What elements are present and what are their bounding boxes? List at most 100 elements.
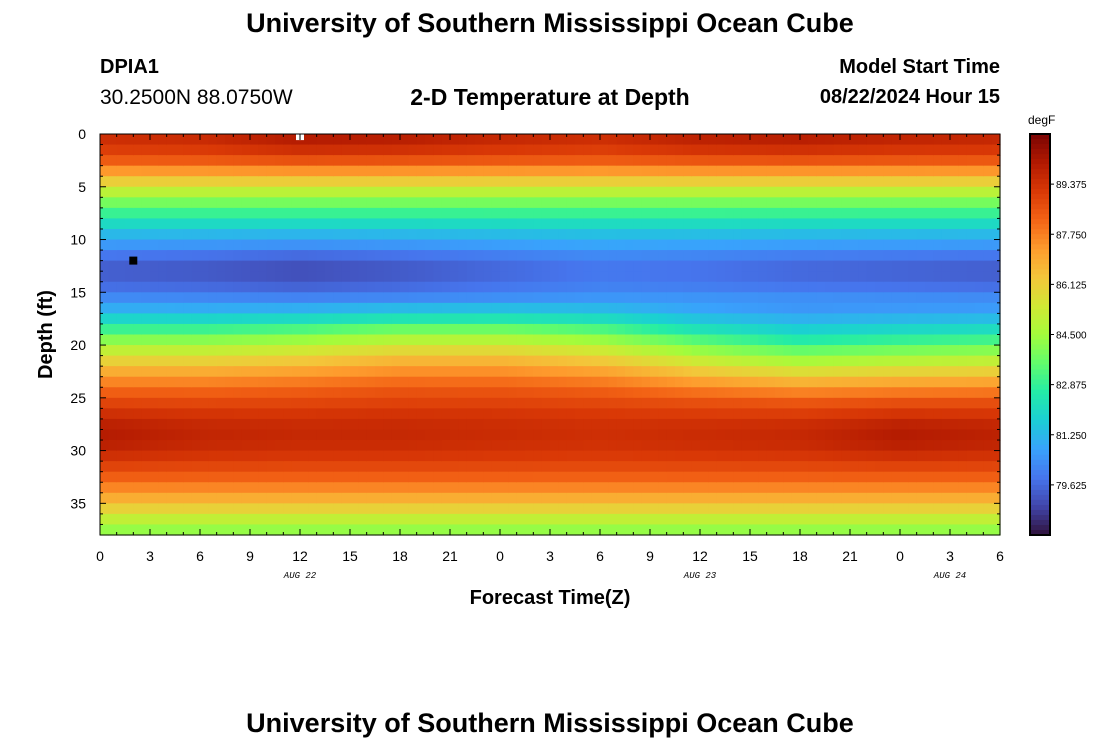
colorbar-segment — [1030, 409, 1050, 416]
heatmap-cell — [683, 186, 693, 198]
heatmap-cell — [866, 408, 876, 420]
heatmap-cell — [300, 165, 309, 177]
heatmap-cell — [508, 418, 518, 431]
heatmap-cell — [441, 471, 451, 483]
heatmap-cell — [158, 387, 168, 399]
heatmap-cell — [508, 450, 518, 462]
heatmap-cell — [741, 450, 751, 462]
heatmap-cell — [841, 197, 851, 209]
heatmap-cell — [950, 218, 959, 230]
heatmap-cell — [716, 440, 726, 452]
heatmap-cell — [191, 292, 201, 304]
heatmap-cell — [916, 366, 926, 378]
heatmap-cell — [533, 155, 543, 167]
heatmap-cell — [391, 281, 401, 293]
heatmap-cell — [883, 450, 893, 462]
heatmap-cell — [808, 155, 818, 167]
heatmap-cell — [383, 376, 393, 388]
heatmap-cell — [158, 376, 168, 388]
heatmap-cell — [983, 207, 993, 220]
heatmap-cell — [350, 503, 359, 515]
heatmap-cell — [433, 323, 443, 336]
heatmap-cell — [716, 450, 726, 462]
heatmap-cell — [541, 482, 551, 494]
heatmap-cell — [175, 492, 184, 504]
heatmap-cell — [725, 387, 734, 399]
heatmap-cell — [750, 355, 759, 367]
heatmap-cell — [358, 271, 368, 283]
heatmap-cell — [733, 302, 743, 314]
heatmap-cell — [825, 440, 834, 452]
heatmap-cell — [275, 366, 284, 378]
heatmap-cell — [900, 155, 909, 167]
heatmap-cell — [683, 408, 693, 420]
heatmap-cell — [525, 323, 534, 336]
heatmap-cell — [225, 471, 234, 483]
colorbar-segment — [1030, 434, 1050, 441]
heatmap-cell — [633, 228, 643, 241]
heatmap-cell — [950, 313, 959, 325]
station-coordinates: 30.2500N 88.0750W — [100, 86, 293, 109]
heatmap-cell — [875, 387, 884, 399]
heatmap-cell — [825, 186, 834, 198]
heatmap-cell — [966, 440, 976, 452]
heatmap-cell — [600, 376, 609, 388]
heatmap-cell — [700, 176, 709, 188]
heatmap-cell — [908, 408, 918, 420]
heatmap-cell — [758, 471, 768, 483]
heatmap-cell — [575, 355, 584, 367]
heatmap-cell — [416, 492, 426, 504]
heatmap-cell — [125, 345, 134, 357]
heatmap-cell — [441, 281, 451, 293]
heatmap-cell — [775, 281, 784, 293]
heatmap-cell — [725, 503, 734, 515]
heatmap-cell — [683, 292, 693, 304]
heatmap-cell — [600, 292, 609, 304]
heatmap-cell — [433, 440, 443, 452]
heatmap-cell — [100, 176, 109, 188]
heatmap-cell — [691, 197, 701, 209]
heatmap-cell — [133, 250, 143, 262]
heatmap-cell — [733, 207, 743, 220]
heatmap-cell — [875, 250, 884, 262]
heatmap-cell — [391, 492, 401, 504]
heatmap-cell — [291, 471, 301, 483]
heatmap-cell — [941, 197, 951, 209]
heatmap-cell — [658, 323, 668, 336]
heatmap-cell — [800, 524, 809, 536]
heatmap-cell — [283, 144, 293, 156]
heatmap-cell — [216, 366, 226, 378]
heatmap-cell — [791, 387, 801, 399]
heatmap-cell — [716, 207, 726, 220]
heatmap-cell — [691, 461, 701, 473]
heatmap-cell — [208, 260, 218, 272]
heatmap-cell — [700, 250, 709, 262]
heatmap-cell — [275, 260, 284, 272]
heatmap-cell — [216, 492, 226, 504]
heatmap-cell — [216, 418, 226, 431]
heatmap-cell — [225, 144, 234, 156]
heatmap-cell — [558, 513, 568, 526]
heatmap-cell — [750, 165, 759, 177]
heatmap-cell — [683, 228, 693, 241]
heatmap-cell — [683, 165, 693, 177]
heatmap-cell — [150, 207, 159, 220]
heatmap-cell — [566, 165, 576, 177]
colorbar-segment — [1030, 269, 1050, 275]
heatmap-cell — [208, 155, 218, 167]
heatmap-cell — [116, 186, 126, 198]
heatmap-cell — [400, 292, 409, 304]
heatmap-cell — [908, 355, 918, 367]
heatmap-cell — [866, 461, 876, 473]
heatmap-cell — [450, 471, 459, 483]
heatmap-cell — [291, 292, 301, 304]
heatmap-cell — [508, 513, 518, 526]
heatmap-cell — [458, 250, 468, 262]
heatmap-cell — [641, 281, 651, 293]
heatmap-cell — [908, 302, 918, 314]
heatmap-cell — [816, 450, 826, 462]
heatmap-cell — [225, 218, 234, 230]
heatmap-cell — [916, 461, 926, 473]
heatmap-cell — [691, 387, 701, 399]
heatmap-cell — [250, 461, 259, 473]
